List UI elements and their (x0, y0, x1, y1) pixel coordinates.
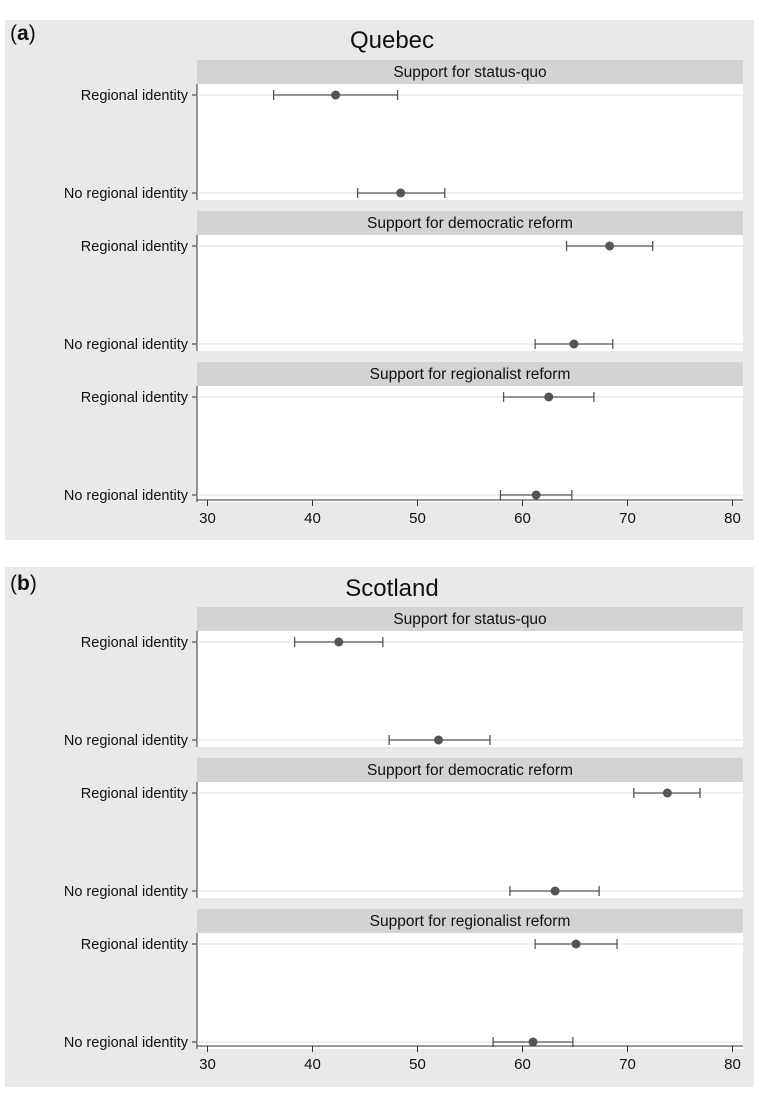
point-estimate (434, 735, 443, 745)
category-label: No regional identity (64, 488, 189, 504)
facet-2: Support for regionalist reform Regional i… (64, 909, 743, 1051)
x-tick-label: 30 (199, 510, 216, 527)
point-estimate (605, 241, 615, 251)
chart-title: Quebec (350, 27, 434, 54)
facet-strip (197, 362, 743, 386)
facet-plot-area (197, 782, 743, 898)
facet-strip (197, 60, 743, 84)
x-tick-label: 40 (304, 510, 321, 527)
facet-plot-area (197, 235, 743, 351)
category-label: Regional identity (81, 937, 189, 953)
panel-label: (b) (10, 572, 37, 595)
facet-strip (197, 758, 743, 782)
facet-strip-label: Support for democratic reform (367, 215, 573, 232)
category-label: No regional identity (64, 337, 189, 353)
category-label: Regional identity (81, 239, 189, 255)
facet-strip-label: Support for regionalist reform (370, 913, 571, 930)
point-estimate (571, 939, 581, 949)
facet-plot-area (197, 386, 743, 502)
facet-2: Support for regionalist reform Regional i… (64, 362, 743, 504)
facet-plot-area (197, 631, 743, 747)
category-label: No regional identity (64, 186, 189, 202)
chart-panel-a: (a) Quebec Support for status-quo Regional … (5, 20, 754, 540)
category-label: Regional identity (81, 390, 189, 406)
chart-panel-b: (b) Scotland Support for status-quo Regiona… (5, 567, 754, 1087)
facet-0: Support for status-quo Regional identity N… (64, 60, 743, 202)
facet-strip (197, 909, 743, 933)
x-tick-label: 60 (514, 1056, 531, 1073)
category-label: Regional identity (81, 786, 189, 802)
facet-strip-label: Support for status-quo (393, 64, 546, 81)
x-tick-label: 70 (619, 1056, 636, 1073)
facet-strip-label: Support for status-quo (393, 611, 546, 628)
category-label: No regional identity (64, 733, 189, 749)
panel-label: (a) (10, 22, 36, 45)
point-estimate (331, 90, 341, 100)
point-estimate (528, 1037, 538, 1047)
point-estimate (396, 188, 406, 198)
category-label: Regional identity (81, 88, 189, 104)
point-estimate (662, 788, 672, 798)
x-tick-label: 50 (409, 1056, 426, 1073)
category-label: Regional identity (81, 635, 189, 651)
facet-strip (197, 607, 743, 631)
x-tick-label: 40 (304, 1056, 321, 1073)
facet-1: Support for democratic reform Regional id… (64, 758, 743, 900)
facet-strip-label: Support for democratic reform (367, 762, 573, 779)
category-label: No regional identity (64, 884, 189, 900)
point-estimate (569, 339, 579, 349)
point-estimate (544, 392, 554, 402)
facet-0: Support for status-quo Regional identity N… (64, 607, 743, 749)
x-tick-label: 80 (724, 1056, 741, 1073)
x-tick-label: 50 (409, 510, 426, 527)
point-estimate (531, 490, 541, 500)
x-tick-label: 30 (199, 1056, 216, 1073)
point-estimate (550, 886, 560, 896)
x-tick-label: 70 (619, 510, 636, 527)
category-label: No regional identity (64, 1035, 189, 1051)
facet-strip (197, 211, 743, 235)
x-tick-label: 60 (514, 510, 531, 527)
chart-title: Scotland (345, 575, 438, 602)
facet-1: Support for democratic reform Regional id… (64, 211, 743, 353)
x-tick-label: 80 (724, 510, 741, 527)
point-estimate (334, 637, 344, 647)
facet-plot-area (197, 84, 743, 200)
facet-plot-area (197, 933, 743, 1049)
facet-strip-label: Support for regionalist reform (370, 366, 571, 383)
